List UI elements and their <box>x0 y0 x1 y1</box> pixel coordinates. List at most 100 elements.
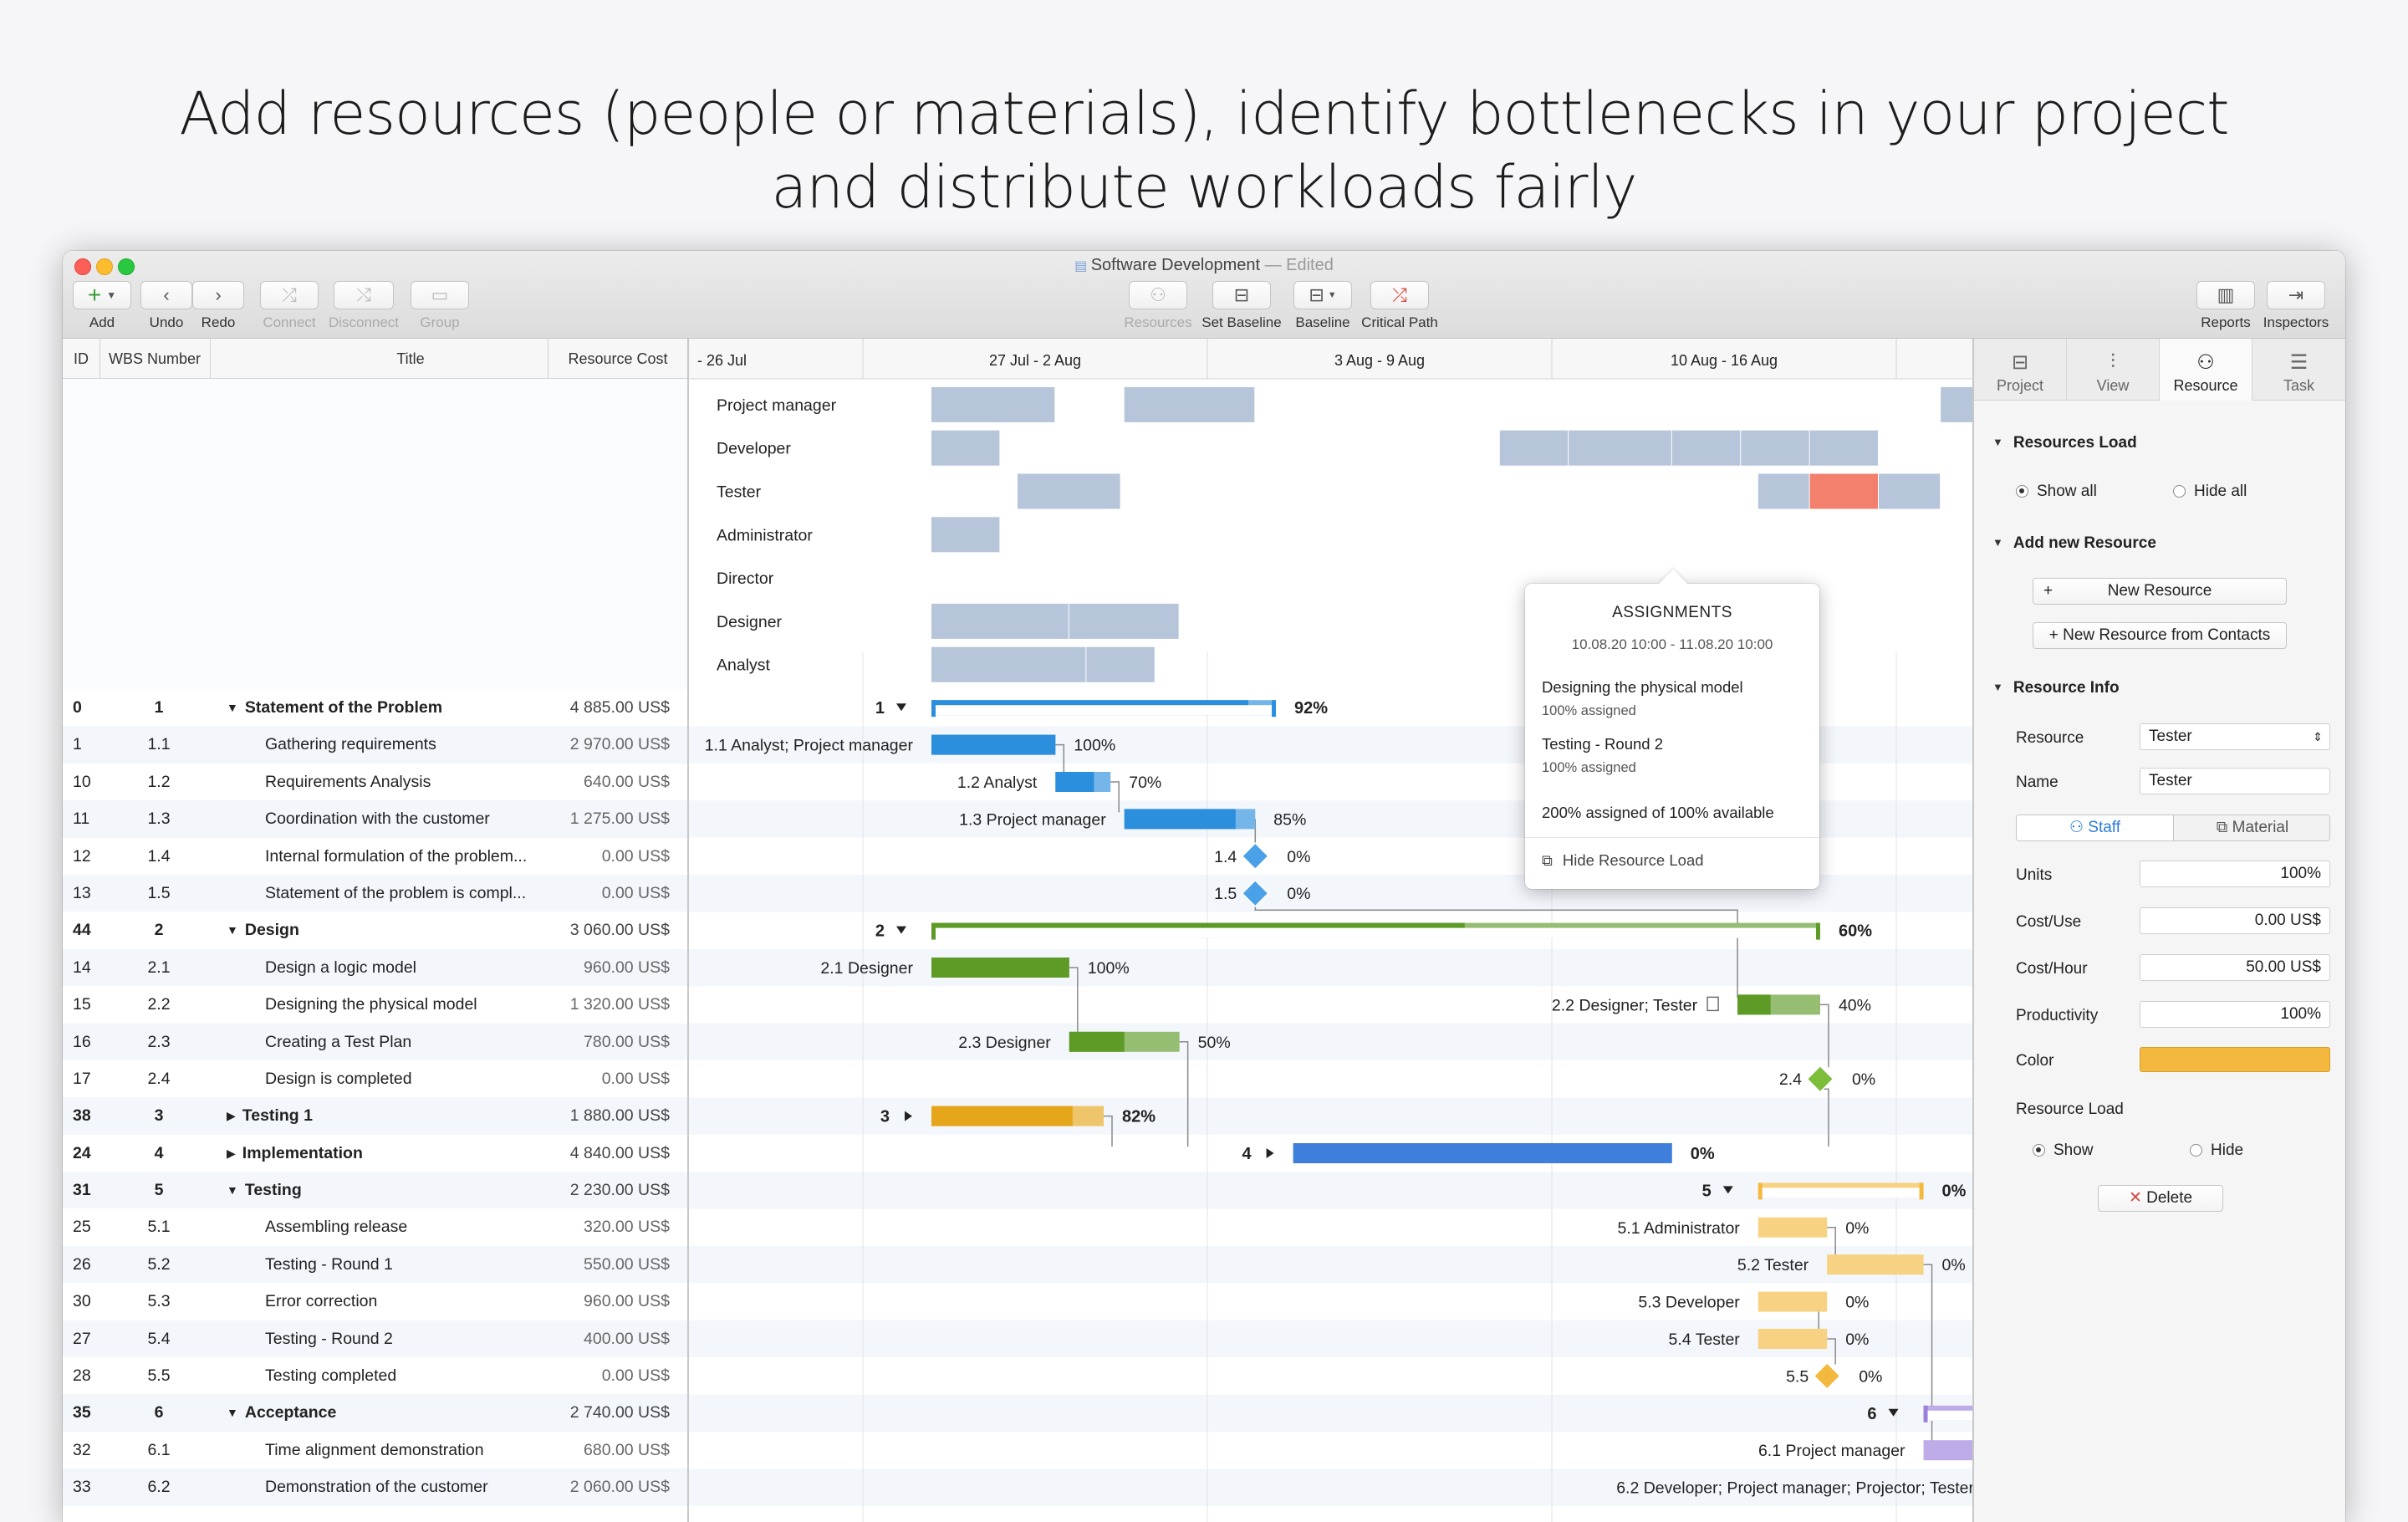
resource-load-bar[interactable] <box>1941 386 1973 422</box>
column-header-id[interactable]: ID <box>74 350 89 367</box>
disclosure-closed-icon[interactable] <box>905 1111 912 1121</box>
column-header-title[interactable]: Title <box>396 350 425 367</box>
zoom-window-button[interactable] <box>118 258 135 275</box>
table-row[interactable]: 16 2.3 Creating a Test Plan 780.00 US$ <box>63 1023 688 1060</box>
table-row[interactable]: 24 4 ▶ Implementation 4 840.00 US$ <box>63 1135 688 1172</box>
resource-load-bar[interactable] <box>931 646 1086 682</box>
minimize-window-button[interactable] <box>96 258 113 275</box>
gantt-chart[interactable]: - 26 Jul 27 Jul - 2 Aug 3 Aug - 9 Aug 10 Au… <box>689 339 1973 1522</box>
task-bar[interactable] <box>1758 1329 1828 1349</box>
table-row[interactable]: 1 1.1 Gathering requirements 2 970.00 US$ <box>63 726 688 764</box>
disclosure-open-icon[interactable] <box>1888 1408 1899 1417</box>
tab-view[interactable]: ⫶ View <box>2067 339 2160 401</box>
material-segment[interactable]: ⧉ Material <box>2174 815 2329 840</box>
milestone-diamond[interactable] <box>1813 1361 1841 1391</box>
table-row[interactable]: 38 3 ▶ Testing 1 1 880.00 US$ <box>63 1097 688 1135</box>
task-progress[interactable] <box>1124 809 1236 830</box>
resource-info-section[interactable]: Resource Info <box>1992 679 2120 697</box>
collapsed-summary-bar[interactable] <box>1293 1143 1672 1163</box>
show-all-radio[interactable]: Show all <box>2016 483 2097 501</box>
table-row[interactable]: 25 5.1 Assembling release 320.00 US$ <box>63 1208 688 1245</box>
table-row[interactable]: 33 6.2 Demonstration of the customer 2 060.… <box>63 1468 688 1506</box>
disclosure-open-icon[interactable]: ▼ <box>227 701 238 714</box>
table-row[interactable]: 35 6 ▼ Acceptance 2 740.00 US$ <box>63 1394 688 1432</box>
resource-load-bar[interactable] <box>1809 430 1878 466</box>
add-button[interactable]: + ▼ <box>73 281 131 309</box>
resource-load-bar[interactable] <box>931 603 1069 639</box>
task-bar[interactable] <box>1758 1217 1828 1238</box>
table-row[interactable]: 31 5 ▼ Testing 2 230.00 US$ <box>63 1172 688 1209</box>
task-progress[interactable] <box>1737 994 1771 1015</box>
task-progress[interactable] <box>1069 1031 1125 1052</box>
table-row[interactable]: 17 2.4 Design is completed 0.00 US$ <box>63 1060 688 1097</box>
task-progress[interactable] <box>1055 772 1094 792</box>
baseline-button[interactable]: ⊟ ▼ <box>1293 281 1352 309</box>
set-baseline-button[interactable]: ⊟ <box>1212 281 1271 309</box>
delete-button[interactable]: ✕ Delete <box>2098 1185 2223 1212</box>
task-bar[interactable] <box>1923 1440 1973 1461</box>
table-row[interactable]: 15 2.2 Designing the physical model 1 320.0… <box>63 986 688 1023</box>
resource-load-bar[interactable] <box>1499 430 1569 466</box>
units-field[interactable]: 100% <box>2140 861 2330 887</box>
hide-resource-load-button[interactable]: ⧉ Hide Resource Load <box>1542 851 1704 870</box>
resource-load-bar[interactable] <box>1086 646 1155 682</box>
disclosure-closed-icon[interactable]: ▶ <box>227 1146 236 1160</box>
milestone-diamond[interactable] <box>1806 1065 1834 1093</box>
hide-load-radio[interactable]: Hide <box>2190 1142 2243 1160</box>
disclosure-open-icon[interactable]: ▼ <box>227 1406 238 1420</box>
new-resource-button[interactable]: + New Resource <box>2033 578 2287 605</box>
overallocation-bar[interactable] <box>1809 473 1878 509</box>
tab-resource[interactable]: ⚇ Resource <box>2160 339 2252 401</box>
resources-button[interactable]: ⚇ <box>1129 281 1187 309</box>
disclosure-closed-icon[interactable] <box>1266 1148 1274 1158</box>
hide-all-radio[interactable]: Hide all <box>2173 483 2247 501</box>
collapsed-summary-progress[interactable] <box>931 1106 1073 1126</box>
new-resource-from-contacts-button[interactable]: + New Resource from Contacts <box>2033 622 2287 649</box>
task-bar[interactable] <box>1827 1254 1924 1275</box>
table-row[interactable]: 44 2 ▼ Design 3 060.00 US$ <box>63 912 688 948</box>
redo-button[interactable]: › <box>192 281 244 309</box>
group-button[interactable]: ▭ <box>411 281 469 309</box>
summary-progress[interactable] <box>931 922 1465 929</box>
show-load-radio[interactable]: Show <box>2033 1142 2094 1160</box>
add-new-resource-section[interactable]: Add new Resource <box>1992 534 2156 553</box>
task-progress[interactable] <box>931 734 1056 755</box>
disclosure-open-icon[interactable] <box>896 703 906 712</box>
resource-load-bar[interactable] <box>1671 430 1741 466</box>
critical-path-button[interactable]: ⤮ <box>1370 281 1429 309</box>
column-header-wbs[interactable]: WBS Number <box>108 350 202 367</box>
table-row[interactable]: 10 1.2 Requirements Analysis 640.00 US$ <box>63 764 688 800</box>
resource-load-bar[interactable] <box>1758 473 1809 509</box>
tab-task[interactable]: ☰ Task <box>2252 339 2345 401</box>
cost-hour-field[interactable]: 50.00 US$ <box>2140 954 2330 981</box>
table-row[interactable]: 32 6.1 Time alignment demonstration 680.00 … <box>63 1432 688 1468</box>
disclosure-open-icon[interactable]: ▼ <box>227 1183 238 1198</box>
resource-load-bar[interactable] <box>1124 386 1255 422</box>
connect-button[interactable]: ⤮ <box>260 281 319 309</box>
task-bar[interactable] <box>1758 1291 1828 1312</box>
summary-progress[interactable] <box>931 700 1249 707</box>
close-window-button[interactable] <box>74 258 91 275</box>
task-progress[interactable] <box>931 958 1069 978</box>
resource-load-bar[interactable] <box>1069 603 1179 639</box>
disclosure-closed-icon[interactable]: ▶ <box>227 1109 236 1123</box>
table-row[interactable]: 11 1.3 Coordination with the customer 1 275… <box>63 800 688 838</box>
resource-load-bar[interactable] <box>1879 473 1941 509</box>
name-field[interactable]: Tester <box>2140 768 2330 794</box>
tab-project[interactable]: ⊟ Project <box>1974 339 2067 401</box>
resource-load-bar[interactable] <box>931 430 1000 466</box>
disclosure-open-icon[interactable] <box>896 926 906 934</box>
disclosure-open-icon[interactable] <box>1722 1186 1733 1194</box>
table-row[interactable]: 27 5.4 Testing - Round 2 400.00 US$ <box>63 1320 688 1358</box>
resource-load-bar[interactable] <box>931 386 1055 422</box>
resource-load-bar[interactable] <box>1018 473 1120 509</box>
productivity-field[interactable]: 100% <box>2140 1001 2330 1028</box>
table-row[interactable]: 14 2.1 Design a logic model 960.00 US$ <box>63 948 688 987</box>
resource-load-bar[interactable] <box>931 517 1000 553</box>
column-header-resource-cost[interactable]: Resource Cost <box>568 350 668 367</box>
resources-load-section[interactable]: Resources Load <box>1992 434 2137 452</box>
split-divider[interactable] <box>687 339 689 1522</box>
table-row[interactable]: 30 5.3 Error correction 960.00 US$ <box>63 1283 688 1320</box>
undo-button[interactable]: ‹ <box>140 281 192 309</box>
table-row[interactable]: 12 1.4 Internal formulation of the problem… <box>63 838 688 875</box>
